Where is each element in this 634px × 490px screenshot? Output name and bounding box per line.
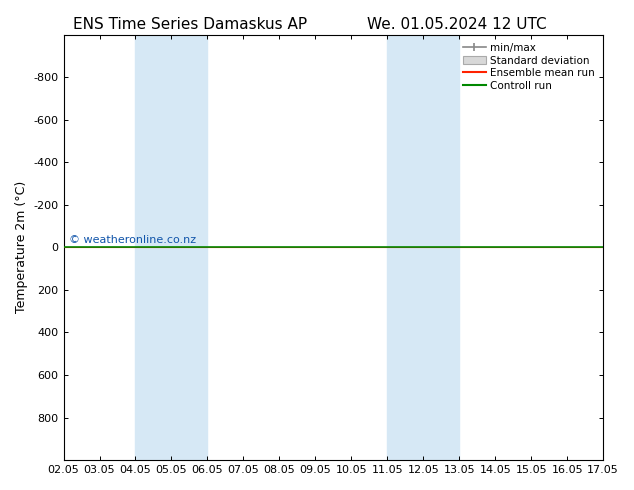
Bar [136, 35, 207, 460]
Y-axis label: Temperature 2m (°C): Temperature 2m (°C) [15, 181, 28, 314]
Text: © weatheronline.co.nz: © weatheronline.co.nz [69, 235, 196, 245]
Text: ENS Time Series Damaskus AP: ENS Time Series Damaskus AP [73, 17, 307, 32]
Bar [387, 35, 459, 460]
Text: We. 01.05.2024 12 UTC: We. 01.05.2024 12 UTC [366, 17, 547, 32]
Legend: min/max, Standard deviation, Ensemble mean run, Controll run: min/max, Standard deviation, Ensemble me… [460, 40, 598, 94]
